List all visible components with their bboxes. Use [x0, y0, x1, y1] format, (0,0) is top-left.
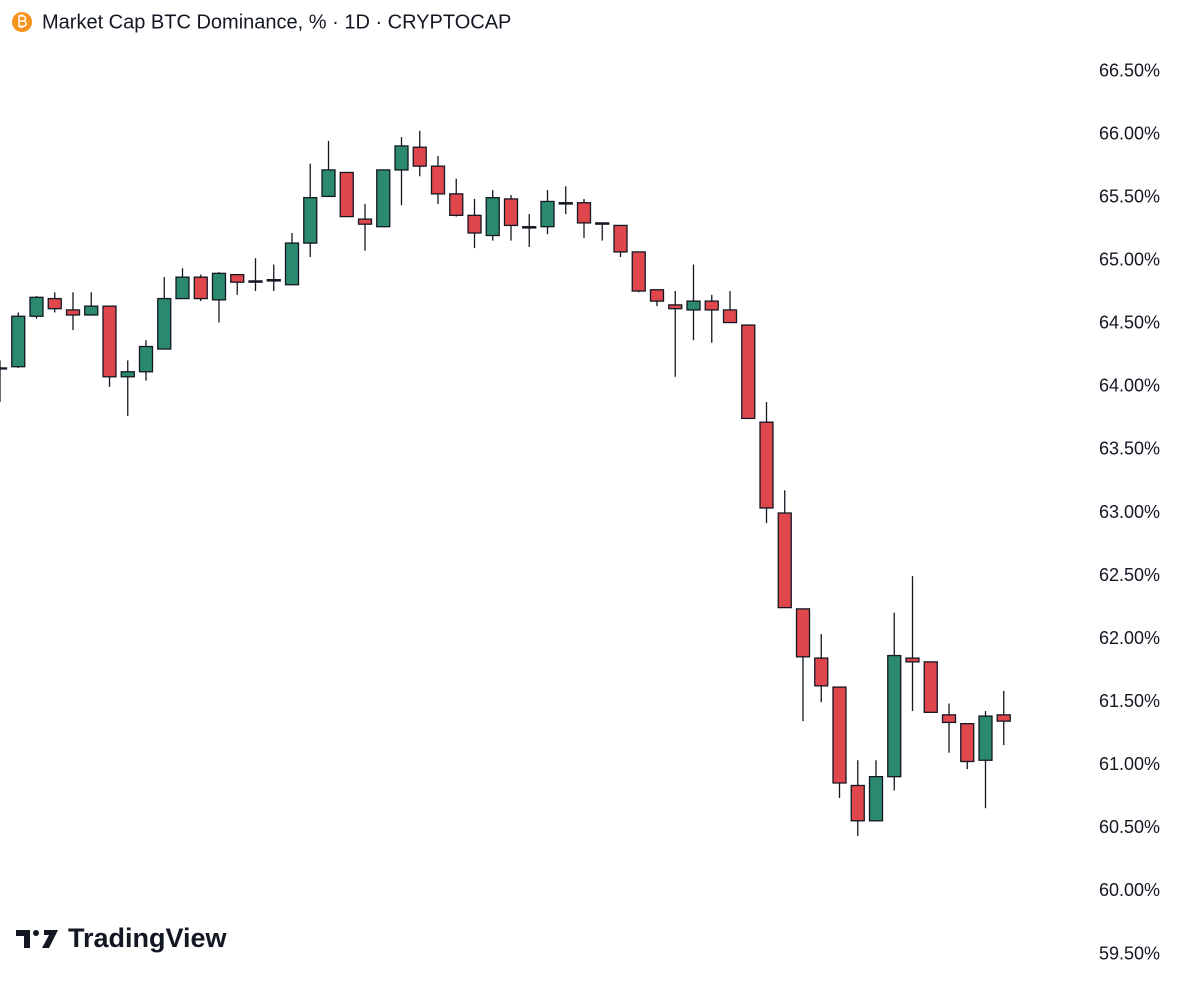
- candle-body: [266, 279, 281, 282]
- candle-body: [576, 202, 592, 224]
- candle-body: [193, 276, 208, 300]
- candle-body: [704, 300, 719, 311]
- candle-body: [394, 145, 409, 171]
- candle-body: [303, 197, 318, 244]
- candle-body: [686, 300, 701, 311]
- y-tick-label: 62.50%: [1099, 565, 1160, 585]
- candle-body: [248, 280, 263, 283]
- candle-body: [120, 371, 135, 378]
- candle-body: [996, 714, 1011, 722]
- candle-body: [978, 715, 993, 761]
- candle-body: [850, 784, 865, 822]
- candle-body: [138, 345, 154, 373]
- y-tick-label: 59.50%: [1099, 943, 1160, 963]
- candle-body: [230, 273, 245, 283]
- candle-body: [795, 608, 811, 658]
- candle-body: [777, 512, 792, 609]
- candle-body: [595, 222, 610, 225]
- candle-body: [485, 197, 500, 237]
- candle-body: [887, 654, 902, 778]
- y-tick-label: 61.50%: [1099, 691, 1160, 711]
- candle-body: [814, 657, 829, 687]
- candle-body: [649, 289, 665, 302]
- candle-body: [832, 686, 847, 784]
- candle-body: [84, 305, 99, 316]
- y-tick-label: 60.00%: [1099, 880, 1160, 900]
- candle-body: [0, 367, 8, 370]
- logo-dot: [33, 930, 39, 936]
- candle-body: [668, 304, 683, 310]
- candle-body: [503, 198, 519, 227]
- candle-body: [905, 657, 920, 663]
- y-tick-label: 65.00%: [1099, 249, 1160, 269]
- candle-body: [357, 218, 373, 225]
- y-tick-label: 63.00%: [1099, 502, 1160, 522]
- candle-body: [722, 309, 738, 324]
- y-tick-label: 62.00%: [1099, 628, 1160, 648]
- candle-body: [540, 200, 555, 228]
- logo-mark: [16, 930, 30, 948]
- candle-body: [339, 171, 354, 218]
- y-tick-label: 64.50%: [1099, 313, 1160, 333]
- y-tick-label: 66.50%: [1099, 60, 1160, 80]
- y-tick-label: 64.00%: [1099, 376, 1160, 396]
- candle-body: [47, 297, 62, 310]
- candle-body: [284, 242, 300, 286]
- btc-icon-circle: [12, 12, 32, 32]
- logo-mark: [42, 930, 58, 948]
- watermark-logo: [16, 930, 58, 948]
- candle-body: [741, 324, 756, 420]
- chart-title: Market Cap BTC Dominance, % · 1D · CRYPT…: [42, 11, 511, 33]
- candle-body: [11, 315, 26, 368]
- candle-body: [211, 272, 227, 301]
- candle-body: [175, 276, 190, 300]
- candle-body: [759, 421, 774, 509]
- y-tick-label: 63.50%: [1099, 439, 1160, 459]
- candle-body: [960, 723, 975, 763]
- candle-body: [868, 776, 884, 822]
- candle-body: [430, 165, 446, 195]
- candle-body: [631, 251, 646, 292]
- candle-body: [376, 169, 391, 228]
- y-tick-label: 60.50%: [1099, 817, 1160, 837]
- candle-body: [102, 305, 117, 378]
- watermark: TradingView: [68, 923, 228, 953]
- y-tick-label: 66.00%: [1099, 123, 1160, 143]
- btc-icon-glyph: [18, 14, 27, 28]
- candle-body: [558, 202, 573, 205]
- candle-body: [321, 169, 336, 198]
- candle-body: [412, 146, 427, 167]
- candle-body: [65, 309, 81, 316]
- candle-body: [467, 214, 482, 234]
- candle-body: [941, 714, 957, 724]
- candle-body: [157, 297, 172, 350]
- candle-body: [522, 226, 537, 229]
- candle-body: [613, 224, 628, 253]
- candle-body: [923, 661, 938, 713]
- btc-icon: [12, 12, 32, 32]
- candle-body: [29, 296, 44, 317]
- y-tick-label: 61.00%: [1099, 754, 1160, 774]
- y-tick-label: 65.50%: [1099, 186, 1160, 206]
- candle-body: [449, 193, 464, 216]
